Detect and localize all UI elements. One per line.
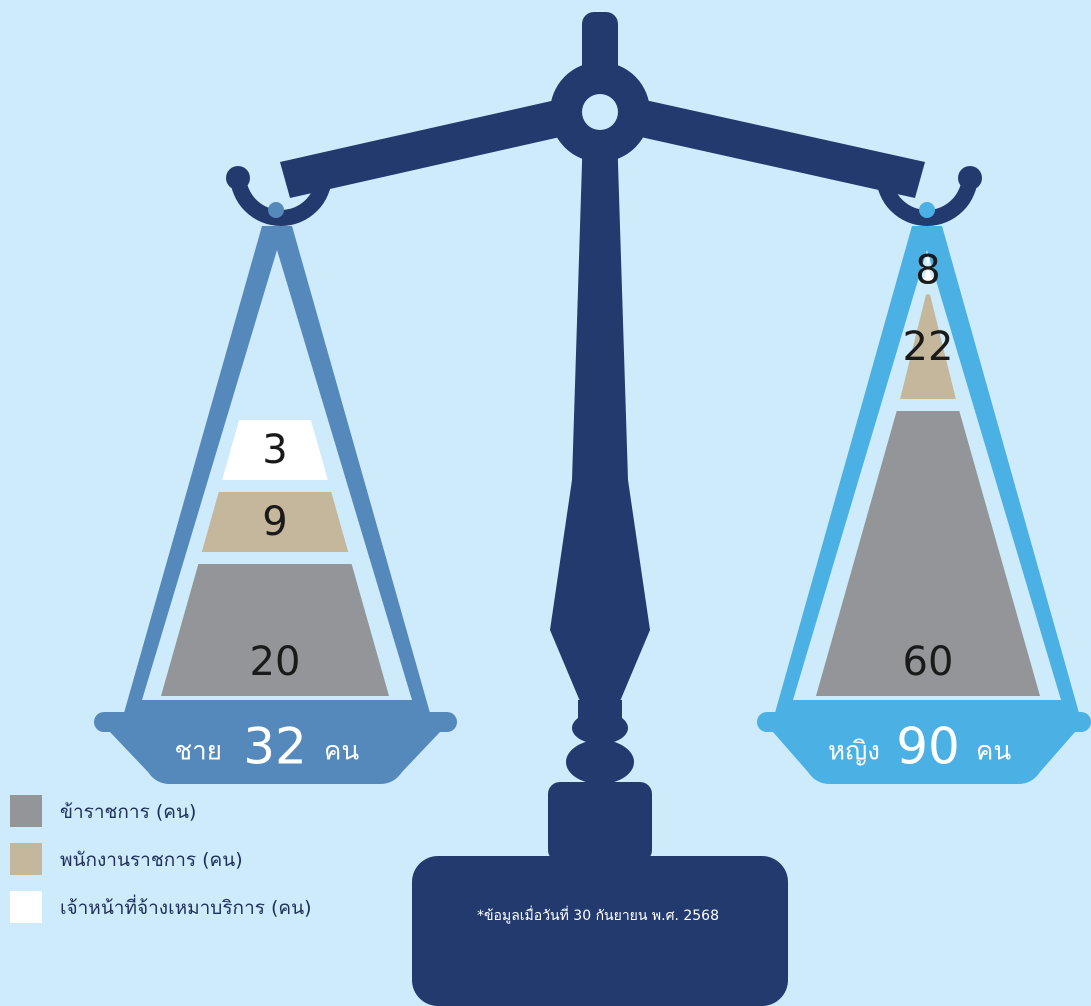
stack-segment bbox=[900, 294, 956, 399]
right-hook-pivot bbox=[919, 202, 935, 218]
left-total-value: 32 bbox=[243, 718, 307, 776]
legend-swatch bbox=[10, 795, 42, 827]
scale-beam-right bbox=[600, 90, 925, 198]
data-label: 8 bbox=[915, 247, 940, 293]
data-label: 60 bbox=[903, 639, 954, 685]
legend-label: ข้าราชการ (คน) bbox=[60, 801, 197, 823]
stand-knob-lower bbox=[566, 740, 634, 784]
legend-item: ข้าราชการ (คน) bbox=[10, 795, 330, 827]
left-hook-tip-right bbox=[312, 166, 336, 190]
right-stack: 60 22 8 bbox=[816, 247, 1040, 696]
left-hook-tip-left bbox=[226, 166, 250, 190]
data-label: 22 bbox=[903, 324, 954, 370]
right-total-unit: คน bbox=[976, 737, 1011, 767]
left-total-category: ชาย bbox=[175, 737, 222, 767]
left-hook bbox=[230, 175, 332, 226]
legend-swatch bbox=[10, 843, 42, 875]
stack-segment bbox=[201, 492, 349, 552]
stand-knob-upper bbox=[572, 712, 628, 744]
data-date-note: *ข้อมูลเมื่อวันที่ 30 กันยายน พ.ศ. 2568 bbox=[477, 906, 719, 924]
left-hook-pivot bbox=[268, 202, 284, 218]
right-hook bbox=[876, 175, 978, 226]
stand-column bbox=[550, 100, 650, 706]
stand-base bbox=[412, 856, 788, 1006]
right-total-value: 90 bbox=[896, 718, 960, 776]
stack-segment bbox=[161, 564, 389, 696]
stack-segment bbox=[222, 420, 328, 480]
right-hook-tip-left bbox=[872, 166, 896, 190]
data-label: 20 bbox=[250, 639, 301, 685]
legend-item: พนักงานราชการ (คน) bbox=[10, 843, 330, 875]
legend-label: เจ้าหน้าที่จ้างเหมาบริการ (คน) bbox=[60, 897, 312, 919]
legend-item: เจ้าหน้าที่จ้างเหมาบริการ (คน) bbox=[10, 891, 330, 923]
stack-segment bbox=[816, 411, 1040, 696]
right-pan-bowl bbox=[757, 712, 1091, 784]
data-label: 3 bbox=[262, 427, 287, 473]
right-total-category: หญิง bbox=[828, 737, 880, 767]
data-label: 9 bbox=[262, 499, 287, 545]
legend-label: พนักงานราชการ (คน) bbox=[60, 849, 243, 871]
right-hook-tip-right bbox=[958, 166, 982, 190]
stand-pedestal bbox=[548, 782, 652, 862]
scale-beam-left bbox=[280, 90, 600, 198]
pivot-hole bbox=[582, 94, 618, 130]
legend-swatch bbox=[10, 891, 42, 923]
left-pan-bowl bbox=[94, 712, 457, 784]
left-total-unit: คน bbox=[324, 737, 359, 767]
stack-segment bbox=[922, 258, 934, 283]
